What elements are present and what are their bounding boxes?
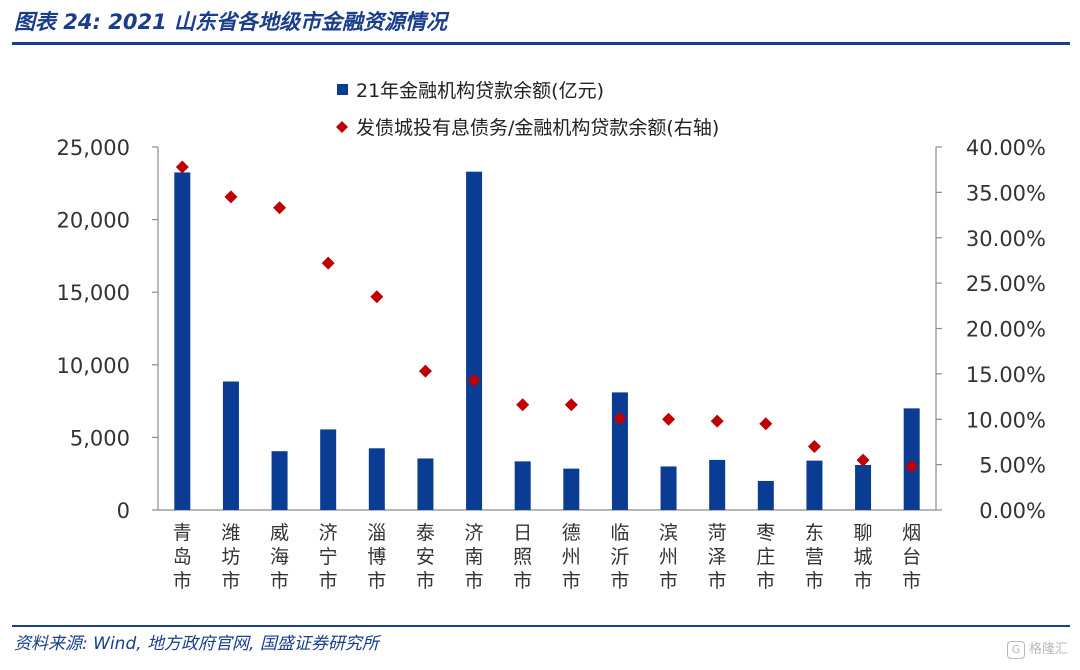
bar xyxy=(757,480,774,510)
right-tick-label: 15.00% xyxy=(966,363,1046,387)
bar-series xyxy=(174,171,920,510)
bar xyxy=(466,171,483,510)
source-note: 资料来源: Wind, 地方政府官网, 国盛证券研究所 xyxy=(14,634,379,654)
right-tick-label: 25.00% xyxy=(966,272,1046,296)
left-tick-label: 10,000 xyxy=(57,354,130,378)
chart-title: 图表 24: 2021 山东省各地级市金融资源情况 xyxy=(14,10,448,34)
ratio-point xyxy=(564,398,578,412)
left-tick-label: 20,000 xyxy=(57,209,130,233)
watermark-text: 格隆汇 xyxy=(1028,642,1068,657)
legend-marker-label: 发债城投有息债务/金融机构贷款余额(右轴) xyxy=(356,117,719,139)
category-label: 济南市 xyxy=(465,522,484,592)
ratio-point xyxy=(321,256,335,270)
bar xyxy=(417,458,434,510)
legend-bar-label: 21年金融机构贷款余额(亿元) xyxy=(356,80,604,102)
category-label: 威海市 xyxy=(270,522,289,592)
left-tick-label: 15,000 xyxy=(57,281,130,305)
category-label: 东营市 xyxy=(805,522,824,592)
category-label: 枣庄市 xyxy=(756,522,775,592)
bar xyxy=(514,461,531,510)
left-tick-label: 25,000 xyxy=(57,136,130,160)
bar xyxy=(903,408,920,510)
bar xyxy=(174,172,191,510)
bar xyxy=(855,464,872,510)
right-tick-label: 40.00% xyxy=(966,136,1046,160)
left-y-axis: 0 5,000 10,000 15,000 20,000 25,000 xyxy=(57,136,159,523)
category-label: 日照市 xyxy=(513,522,532,592)
ratio-point xyxy=(905,459,919,473)
right-tick-label: 30.00% xyxy=(966,227,1046,251)
bar xyxy=(806,460,823,510)
category-label: 烟台市 xyxy=(902,522,921,592)
category-label: 潍坊市 xyxy=(221,522,240,592)
ratio-point xyxy=(370,290,384,304)
ratio-series xyxy=(175,160,919,473)
left-tick-label: 5,000 xyxy=(70,426,130,450)
ratio-point xyxy=(856,453,870,467)
category-label: 临沂市 xyxy=(610,522,629,592)
left-tick-label: 0 xyxy=(117,499,130,523)
ratio-point xyxy=(759,417,773,431)
category-label: 青岛市 xyxy=(173,522,192,592)
ratio-point xyxy=(175,160,189,174)
right-tick-label: 5.00% xyxy=(979,454,1046,478)
category-label: 德州市 xyxy=(562,522,581,592)
bar xyxy=(222,381,239,510)
bar xyxy=(611,392,628,510)
bar xyxy=(271,451,288,510)
ratio-point xyxy=(418,364,432,378)
category-label: 菏泽市 xyxy=(708,522,727,592)
footer-divider xyxy=(12,625,1070,627)
category-label: 滨州市 xyxy=(659,522,678,592)
category-label: 聊城市 xyxy=(854,522,873,592)
g-logo-icon: G xyxy=(1006,640,1025,659)
x-axis: 青岛市 潍坊市 威海市 济宁市 淄博市 泰安市 济南市 日照市 德州市 临沂市 滨州市 菏泽市 枣庄市 东… xyxy=(158,509,936,592)
ratio-point xyxy=(613,411,627,425)
right-tick-label: 35.00% xyxy=(966,181,1046,205)
bar xyxy=(368,448,385,510)
bar xyxy=(709,459,726,510)
right-tick-label: 0.00% xyxy=(979,499,1046,523)
combo-chart: 21年金融机构贷款余额(亿元) 发债城投有息债务/金融机构贷款余额(右轴) 0 5,… xyxy=(57,80,1046,592)
ratio-point xyxy=(710,414,724,428)
title-divider xyxy=(12,42,1070,45)
watermark: G 格隆汇 xyxy=(1006,638,1068,659)
category-label: 淄博市 xyxy=(367,522,386,592)
category-label: 济宁市 xyxy=(319,522,338,592)
ratio-point xyxy=(662,412,676,426)
bar xyxy=(320,429,337,510)
legend-marker-swatch xyxy=(336,121,348,133)
right-y-axis: 0.00% 5.00% 10.00% 15.00% 20.00% 25.00% 30.00%… xyxy=(935,136,1046,523)
ratio-point xyxy=(273,201,287,215)
bar xyxy=(563,468,580,510)
right-tick-label: 20.00% xyxy=(966,318,1046,342)
ratio-point xyxy=(467,373,481,387)
bar xyxy=(660,466,677,510)
ratio-point xyxy=(224,190,238,204)
legend-bar-swatch xyxy=(337,84,348,95)
ratio-point xyxy=(516,398,530,412)
ratio-point xyxy=(807,439,821,453)
right-tick-label: 10.00% xyxy=(966,408,1046,432)
legend: 21年金融机构贷款余额(亿元) 发债城投有息债务/金融机构贷款余额(右轴) xyxy=(336,80,719,139)
category-label: 泰安市 xyxy=(416,522,435,592)
